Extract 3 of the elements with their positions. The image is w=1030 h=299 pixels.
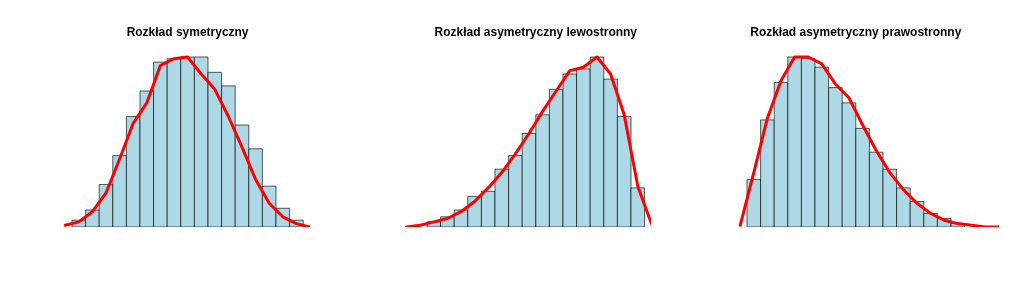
chart-title: Rozkład asymetryczny prawostronny	[750, 24, 962, 39]
chart-title: Rozkład symetryczny	[126, 24, 249, 39]
chart-title: Rozkład asymetryczny lewostronny	[434, 24, 638, 39]
